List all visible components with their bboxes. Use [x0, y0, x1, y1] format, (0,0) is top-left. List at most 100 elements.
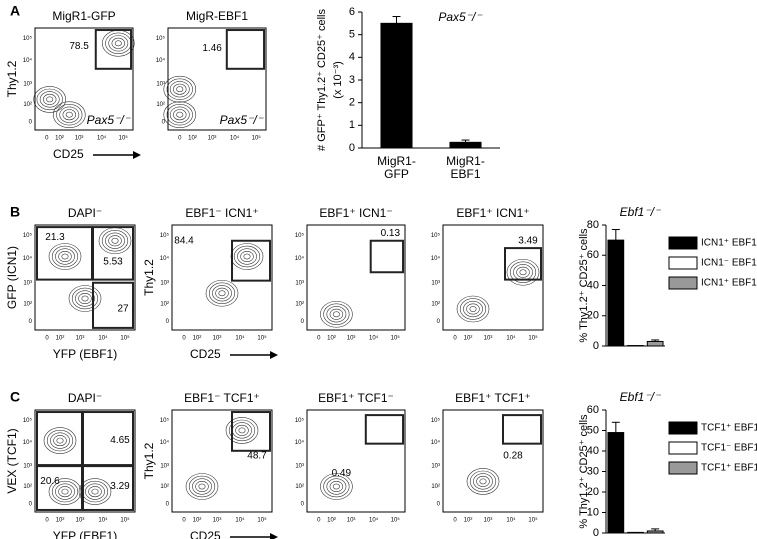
x-tick-label: 10³: [75, 136, 84, 142]
y-tick-label: 10⁵: [431, 232, 441, 239]
contour: [235, 424, 249, 436]
y-tick-label: 30: [587, 465, 599, 477]
y-axis-label: # GFP⁺ Thy1.2⁺ CD25⁺ cells: [316, 9, 328, 151]
y-tick-label: 0: [29, 119, 33, 125]
y-tick-label: 5: [349, 29, 355, 41]
x-tick-label: 0: [45, 136, 49, 142]
y-tick-label: 10²: [295, 484, 304, 490]
contour: [46, 96, 54, 103]
x-axis-label: CD25: [53, 147, 84, 161]
legend-label: TCF1⁻ EBF1⁺: [701, 443, 757, 454]
gate: [94, 29, 133, 70]
contour: [108, 235, 122, 247]
gate-value: 48.7: [247, 451, 267, 462]
contour: [173, 109, 187, 121]
x-tick-label: 10³: [347, 336, 356, 342]
y-tick-label: 10³: [160, 280, 169, 286]
y-axis-label: Thy1.2: [142, 259, 156, 296]
contour: [81, 295, 89, 302]
bar: [607, 432, 625, 534]
contour: [169, 106, 190, 123]
y-tick-label: 2: [349, 97, 355, 109]
x-axis-label: YFP (EBF1): [53, 529, 117, 539]
y-tick-label: 0: [437, 501, 441, 507]
contour: [320, 300, 353, 328]
contour: [329, 480, 344, 492]
contour: [173, 83, 187, 95]
x-tick-label: 10³: [347, 518, 356, 524]
y-tick-label: 0: [301, 501, 305, 507]
x-tick-label: 0: [317, 336, 321, 342]
contour: [230, 243, 264, 270]
legend-swatch: [668, 441, 698, 455]
contour: [108, 35, 129, 52]
contour: [212, 285, 232, 302]
x-tick-label: 10⁵: [120, 517, 130, 524]
contour: [463, 300, 483, 318]
x-tick-label: 0: [453, 518, 457, 524]
contour: [166, 103, 193, 126]
y-tick-label: 10⁵: [160, 232, 170, 239]
x-tick-label: 0: [45, 336, 49, 342]
x-tick-label: 10⁴: [235, 335, 245, 342]
x-tick-label: 10²: [464, 518, 473, 524]
plot-frame: [306, 224, 406, 331]
y-tick-label: 0: [29, 501, 33, 507]
contour: [88, 486, 102, 498]
x-tick-label: 10²: [464, 336, 473, 342]
y-axis-label: GFP (ICN1): [5, 246, 19, 309]
contour: [78, 478, 112, 505]
contour: [163, 101, 197, 128]
y-tick-label: 10³: [160, 464, 169, 470]
y-tick-label: 10²: [160, 484, 169, 490]
y-tick-label: 10⁵: [160, 417, 170, 424]
plot-frame: [34, 224, 136, 331]
axis-arrow-head: [270, 351, 278, 359]
x-axis-label: YFP (EBF1): [53, 347, 117, 361]
contour: [85, 483, 105, 500]
legend-label: ICN1⁺ EBF1⁺: [701, 278, 757, 289]
y-tick-label: 10⁴: [295, 255, 305, 262]
contour: [469, 470, 497, 493]
contour: [519, 269, 527, 276]
y-tick-label: 0: [29, 319, 33, 325]
contour: [240, 251, 254, 263]
gate-value: 5.53: [103, 256, 123, 267]
contour: [46, 429, 74, 452]
contour: [176, 111, 184, 118]
x-tick-label: 10²: [55, 136, 64, 142]
contour: [111, 237, 119, 244]
y-tick-label: 20: [587, 310, 599, 322]
y-tick-label: 10³: [23, 82, 32, 88]
contour: [59, 106, 80, 123]
contour: [55, 248, 75, 265]
contour: [105, 32, 132, 55]
contour: [326, 306, 347, 323]
plot-frame: [171, 224, 273, 331]
x-tick-label: 0: [453, 336, 457, 342]
legend-swatch: [668, 236, 698, 250]
x-tick-label: 0: [45, 518, 49, 524]
contour: [238, 427, 246, 434]
legend-label: TCF1⁺ EBF1⁺: [701, 463, 757, 474]
bar: [646, 340, 664, 347]
x-tick-label: 10⁵: [119, 135, 129, 142]
y-axis-label: Thy1.2: [5, 60, 19, 97]
y-axis-label: Thy1.2: [142, 442, 156, 479]
y-tick-label: 10³: [295, 464, 304, 470]
contour: [205, 279, 239, 307]
x-tick-label: 0: [317, 518, 321, 524]
x-tick-label: GFP: [384, 167, 409, 181]
x-tick-label: 10²: [327, 518, 336, 524]
panel-label: A: [10, 3, 20, 19]
x-tick-label: 0: [178, 136, 182, 142]
plot-title: EBF1⁻ ICN1⁺: [185, 206, 258, 220]
contour: [233, 245, 261, 268]
contour: [65, 111, 73, 118]
contour: [98, 227, 132, 255]
y-tick-label: 10⁴: [23, 439, 33, 446]
gate: [225, 29, 266, 70]
contour: [78, 292, 92, 304]
plot-title: EBF1⁺ TCF1⁺: [455, 391, 531, 405]
y-tick-label: 10²: [23, 301, 32, 307]
